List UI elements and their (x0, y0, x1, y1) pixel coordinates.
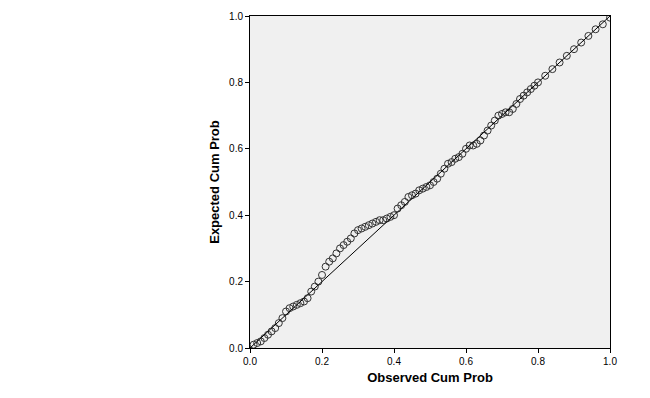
svg-text:0.8: 0.8 (229, 77, 243, 88)
svg-text:0.6: 0.6 (229, 143, 243, 154)
svg-text:0.6: 0.6 (459, 356, 473, 367)
svg-text:1.0: 1.0 (603, 356, 617, 367)
svg-text:0.0: 0.0 (229, 343, 243, 354)
svg-text:0.8: 0.8 (531, 356, 545, 367)
svg-text:0.4: 0.4 (229, 210, 243, 221)
svg-text:0.4: 0.4 (387, 356, 401, 367)
svg-text:0.2: 0.2 (229, 276, 243, 287)
svg-text:Expected Cum Prob: Expected Cum Prob (207, 120, 222, 244)
svg-text:0.2: 0.2 (315, 356, 329, 367)
svg-text:Observed Cum Prob: Observed Cum Prob (367, 370, 493, 385)
svg-text:1.0: 1.0 (229, 11, 243, 22)
svg-text:0.0: 0.0 (243, 356, 257, 367)
